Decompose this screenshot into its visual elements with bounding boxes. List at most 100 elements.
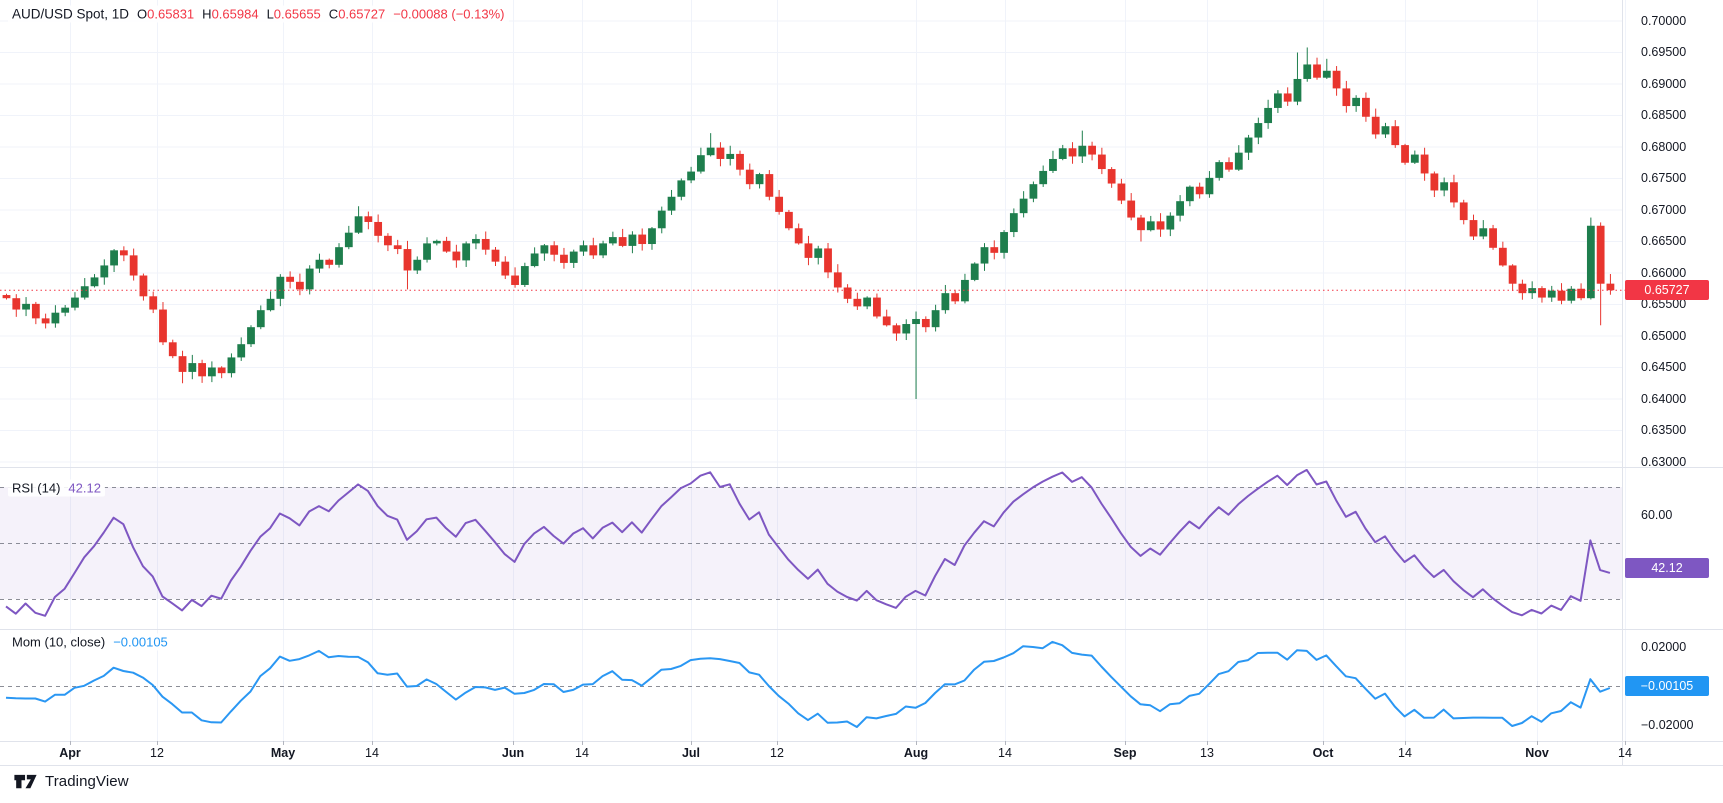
candle (1547, 290, 1556, 298)
tradingview-attribution[interactable]: TradingView (13, 773, 129, 790)
candle (1078, 145, 1087, 157)
candle (22, 303, 30, 310)
candle (1596, 225, 1605, 284)
candle (168, 342, 177, 357)
candle (1479, 228, 1488, 237)
candle (432, 240, 441, 244)
candle (1410, 154, 1419, 163)
candle (1176, 201, 1184, 216)
candle (589, 245, 598, 256)
candle (853, 298, 862, 307)
candle (540, 245, 549, 254)
candle (530, 253, 539, 267)
candle (912, 318, 920, 325)
candle (1039, 170, 1048, 185)
candle (31, 303, 40, 319)
candle (374, 221, 383, 236)
candle (1440, 182, 1449, 191)
candle (608, 237, 617, 244)
candle (931, 310, 940, 328)
candle (696, 155, 705, 172)
candle (2, 295, 11, 299)
candle (902, 324, 911, 334)
candle (1049, 158, 1057, 171)
candle (1254, 123, 1263, 138)
candle (1137, 217, 1145, 231)
candle (1195, 186, 1204, 195)
candle (726, 153, 735, 159)
candle (941, 293, 950, 311)
candle (1371, 116, 1380, 135)
candle (794, 228, 803, 244)
candle (892, 325, 901, 334)
candle (1097, 154, 1106, 170)
candle (775, 196, 784, 212)
candle (657, 210, 666, 229)
candle (1391, 126, 1400, 146)
candle (1586, 225, 1595, 299)
candle (12, 298, 21, 310)
candle (1156, 221, 1165, 230)
candle (1401, 145, 1409, 163)
candle (51, 312, 60, 324)
candle (403, 249, 412, 271)
candle (256, 310, 265, 328)
candle (511, 275, 519, 285)
candle (1332, 70, 1341, 89)
candle (1205, 177, 1214, 195)
candle (305, 268, 314, 290)
candle (198, 363, 206, 377)
candle (276, 276, 285, 299)
candle (873, 297, 881, 317)
candle (266, 298, 275, 311)
candle (1019, 198, 1028, 214)
candle (188, 363, 197, 372)
candle (1234, 152, 1243, 170)
candle (560, 254, 568, 263)
candle (1362, 97, 1370, 117)
candle (1567, 288, 1576, 301)
candle (462, 243, 471, 261)
candle (628, 234, 637, 246)
candle (227, 357, 236, 374)
rsi-line (5, 469, 1611, 617)
candle (1088, 145, 1096, 155)
candle (706, 147, 715, 156)
candle (1058, 148, 1067, 159)
candle (217, 367, 226, 374)
price-axis[interactable] (1622, 0, 1723, 741)
candle (1489, 228, 1497, 248)
candle (1538, 288, 1546, 298)
candle (1313, 64, 1321, 78)
candle (1342, 88, 1351, 107)
candle (296, 281, 304, 290)
candle (1420, 154, 1429, 174)
tradingview-label: TradingView (45, 773, 129, 790)
time-axis[interactable] (0, 741, 1622, 765)
candle (1068, 148, 1077, 157)
candle (1146, 221, 1155, 231)
candle (1274, 93, 1282, 108)
candle (207, 367, 216, 377)
candle (178, 356, 187, 372)
candle (344, 232, 353, 248)
candle (1215, 162, 1224, 178)
tradingview-logo-icon (14, 774, 37, 788)
candle (1322, 70, 1331, 78)
candle (1000, 232, 1008, 253)
candle (41, 318, 50, 324)
candle (237, 344, 246, 358)
candle (129, 255, 138, 276)
candle (423, 243, 431, 260)
candle (1459, 202, 1468, 221)
candle (1293, 78, 1302, 102)
candle (1283, 93, 1292, 102)
candle (599, 243, 607, 256)
candle (736, 153, 744, 170)
candle (990, 247, 999, 253)
candle (315, 259, 324, 269)
candle (1557, 290, 1566, 301)
candle (1352, 97, 1361, 107)
candle (1508, 265, 1517, 284)
